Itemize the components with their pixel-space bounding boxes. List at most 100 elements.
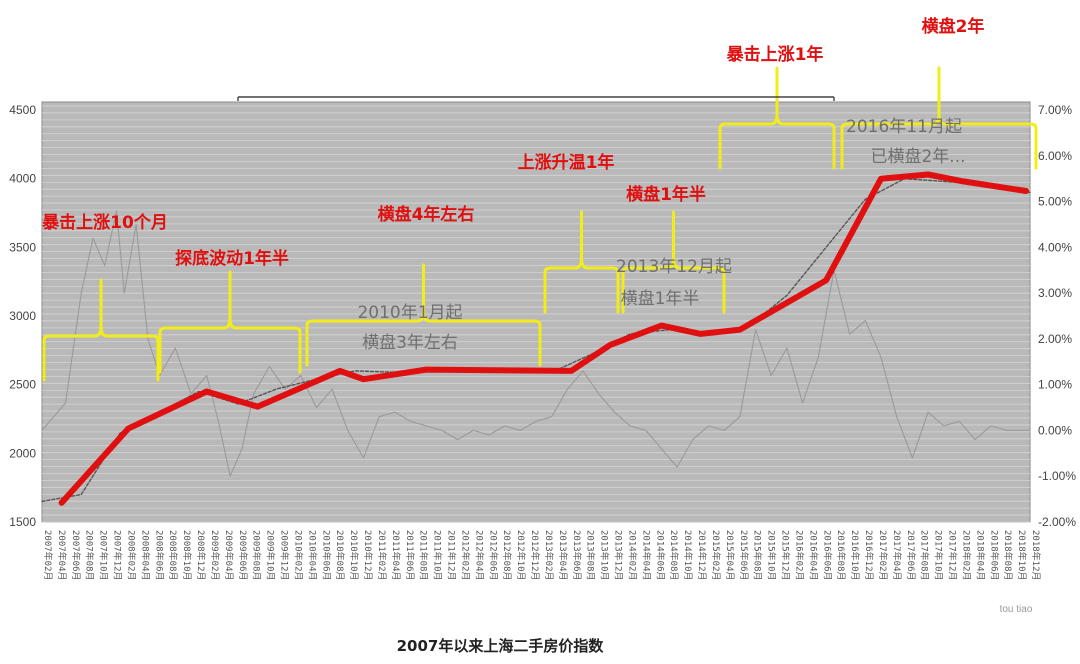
x-tick-label: 2017年02月 <box>877 530 889 581</box>
x-tick-label: 2015年10月 <box>766 530 778 581</box>
red-annotation: 上涨升温1年 <box>518 152 615 173</box>
period-bracket <box>158 270 302 374</box>
x-tick-label: 2014年12月 <box>696 530 708 581</box>
x-tick-label: 2013年02月 <box>543 530 555 581</box>
y-right-tick-label: -1.00% <box>1038 469 1076 483</box>
y-right-tick-label: 0.00% <box>1038 423 1072 437</box>
x-tick-label: 2010年10月 <box>348 530 360 581</box>
right-axis: -2.00% -1.00% 0.00% 1.00% 2.00% 3.00% 4.00% 5.0… <box>1038 103 1076 529</box>
x-tick-label: 2017年10月 <box>933 530 945 581</box>
period-bracket <box>840 66 1038 170</box>
x-tick-label: 2011年02月 <box>376 530 388 581</box>
x-tick-label: 2009年04月 <box>223 530 235 581</box>
period-bracket <box>718 66 836 170</box>
plot-area <box>41 101 1031 523</box>
y-right-tick-label: -2.00% <box>1038 515 1076 529</box>
x-tick-label: 2013年08月 <box>585 530 597 581</box>
x-tick-label: 2009年12月 <box>279 530 291 581</box>
x-tick-label: 2015年08月 <box>752 530 764 581</box>
x-tick-label: 2016年04月 <box>807 530 819 581</box>
y-right-tick-label: 1.00% <box>1038 378 1072 392</box>
x-tick-label: 2009年08月 <box>251 530 263 581</box>
x-tick-label: 2018年08月 <box>1002 530 1014 581</box>
x-tick-label: 2012年10月 <box>515 530 527 581</box>
x-tick-label: 2008年06月 <box>153 530 165 581</box>
gray-annotation: 已横盘2年... <box>870 147 965 167</box>
x-tick-label: 2013年04月 <box>557 530 569 581</box>
x-tick-label: 2015年04月 <box>724 530 736 581</box>
x-tick-label: 2014年10月 <box>682 530 694 581</box>
x-tick-label: 2011年06月 <box>404 530 416 581</box>
x-tick-label: 2007年06月 <box>70 530 82 581</box>
x-tick-label: 2018年04月 <box>974 530 986 581</box>
y-right-tick-label: 4.00% <box>1038 240 1072 254</box>
x-tick-label: 2014年04月 <box>640 530 652 581</box>
y-left-tick-label: 1500 <box>9 515 36 529</box>
x-tick-label: 2015年12月 <box>780 530 792 581</box>
x-tick-label: 2014年06月 <box>654 530 666 581</box>
period-bracket <box>305 263 542 367</box>
y-right-tick-label: 3.00% <box>1038 286 1072 300</box>
y-left-tick-label: 3500 <box>9 240 36 254</box>
y-left-tick-label: 3000 <box>9 309 36 323</box>
x-tick-label: 2018年02月 <box>960 530 972 581</box>
x-tick-label: 2008年08月 <box>167 530 179 581</box>
x-tick-label: 2016年08月 <box>835 530 847 581</box>
y-left-tick-label: 2500 <box>9 378 36 392</box>
x-tick-label: 2012年06月 <box>487 530 499 581</box>
red-annotation: 探底波动1年半 <box>175 248 289 269</box>
x-axis: 2007年02月 2007年04月 2007年06月 2007年08月 2007年10月… <box>42 530 1042 581</box>
x-tick-label: 2018年12月 <box>1030 530 1042 581</box>
x-tick-label: 2010年04月 <box>306 530 318 581</box>
y-left-tick-label: 4500 <box>9 103 36 117</box>
x-tick-label: 2011年08月 <box>418 530 430 581</box>
y-left-tick-label: 2000 <box>9 446 36 460</box>
x-tick-label: 2016年02月 <box>793 530 805 581</box>
x-tick-label: 2010年08月 <box>334 530 346 581</box>
x-tick-label: 2018年10月 <box>1016 530 1028 581</box>
x-tick-label: 2017年06月 <box>905 530 917 581</box>
x-tick-label: 2013年06月 <box>571 530 583 581</box>
x-tick-label: 2009年10月 <box>265 530 277 581</box>
x-tick-label: 2012年08月 <box>501 530 513 581</box>
red-annotation: 横盘2年 <box>922 16 985 37</box>
x-tick-label: 2014年02月 <box>626 530 638 581</box>
y-right-tick-label: 5.00% <box>1038 195 1072 209</box>
x-tick-label: 2007年10月 <box>98 530 110 581</box>
x-tick-label: 2008年12月 <box>195 530 207 581</box>
x-tick-label: 2009年06月 <box>237 530 249 581</box>
grid-lines <box>41 101 1031 523</box>
x-tick-label: 2016年10月 <box>849 530 861 581</box>
x-tick-label: 2018年06月 <box>988 530 1000 581</box>
gray-annotation: 2016年11月起 <box>846 117 962 137</box>
x-tick-label: 2017年04月 <box>891 530 903 581</box>
x-tick-label: 2011年04月 <box>390 530 402 581</box>
period-brackets <box>42 66 1038 382</box>
period-bracket <box>42 278 160 382</box>
x-tick-label: 2016年12月 <box>863 530 875 581</box>
y-left-tick-label: 4000 <box>9 172 36 186</box>
gray-annotation: 2010年1月起 <box>357 303 462 323</box>
x-tick-label: 2007年12月 <box>112 530 124 581</box>
x-tick-label: 2012年02月 <box>459 530 471 581</box>
red-annotation: 横盘4年左右 <box>378 204 475 225</box>
x-tick-label: 2014年08月 <box>668 530 680 581</box>
x-tick-label: 2017年12月 <box>947 530 959 581</box>
annotations: 2010年1月起横盘3年左右2013年12月起横盘1年半2016年11月起已横盘… <box>41 16 984 353</box>
x-tick-label: 2012年04月 <box>473 530 485 581</box>
series-lines <box>41 171 1031 506</box>
x-tick-label: 2015年06月 <box>738 530 750 581</box>
left-axis: 1500 2000 2500 3000 3500 4000 4500 <box>9 103 36 529</box>
x-tick-label: 2011年10月 <box>432 530 444 581</box>
y-right-tick-label: 7.00% <box>1038 103 1072 117</box>
series-line-0 <box>58 171 1030 506</box>
y-right-tick-label: 6.00% <box>1038 149 1072 163</box>
x-tick-label: 2012年12月 <box>529 530 541 581</box>
x-tick-label: 2011年12月 <box>446 530 458 581</box>
x-tick-label: 2016年06月 <box>821 530 833 581</box>
x-tick-label: 2009年02月 <box>209 530 221 581</box>
y-right-tick-label: 2.00% <box>1038 332 1072 346</box>
x-tick-label: 2010年06月 <box>320 530 332 581</box>
x-tick-label: 2007年02月 <box>42 530 54 581</box>
